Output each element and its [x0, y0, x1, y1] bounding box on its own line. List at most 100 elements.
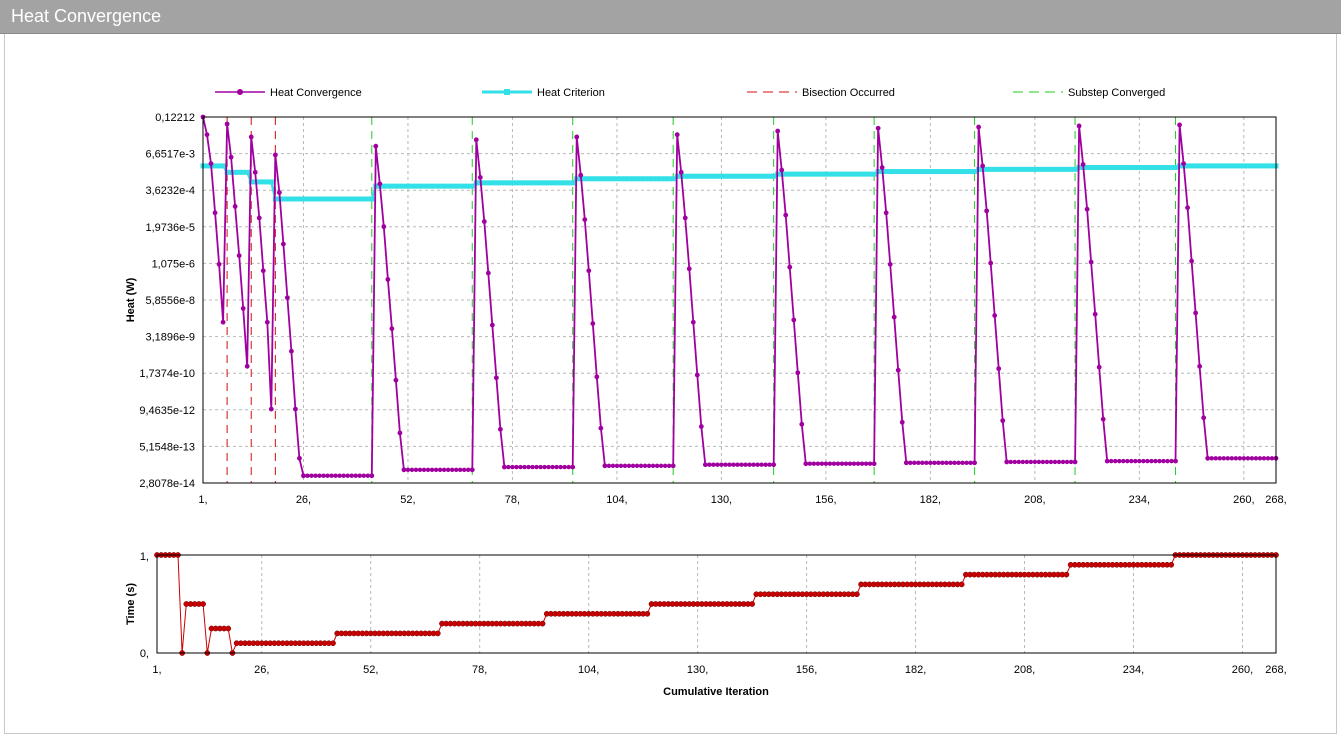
heat-convergence-point	[819, 461, 825, 466]
heat-criterion-point	[538, 180, 544, 186]
heat-criterion-point	[1261, 163, 1267, 169]
heat-convergence-point	[940, 460, 945, 465]
heat-convergence-point	[497, 426, 503, 432]
heat-criterion-point	[1108, 165, 1114, 171]
heat-criterion-point	[807, 171, 813, 177]
heat-criterion-point	[329, 196, 335, 202]
heat-convergence-point	[924, 460, 929, 465]
heat-criterion-point	[216, 163, 222, 169]
heat-criterion-point	[992, 166, 998, 172]
heat-convergence-point	[916, 460, 921, 465]
heat-convergence-point	[550, 464, 555, 470]
heat-convergence-point	[891, 314, 897, 320]
x-tick-label: 182,	[920, 494, 941, 506]
heat-convergence-point	[1068, 459, 1074, 465]
heat-criterion-point	[718, 173, 724, 179]
x-tick-label: 208,	[1014, 664, 1035, 676]
heat-convergence-point	[944, 460, 949, 465]
heat-convergence-point	[1221, 456, 1226, 461]
heat-criterion-point	[256, 179, 262, 185]
heat-convergence-point	[1153, 458, 1158, 464]
heat-criterion-point	[783, 171, 789, 177]
heat-criterion-point	[694, 173, 700, 179]
heat-convergence-point	[1137, 458, 1142, 464]
heat-criterion-point	[1052, 166, 1058, 172]
heat-criterion-point	[747, 173, 753, 179]
heat-criterion-point	[795, 171, 801, 177]
heat-criterion-point	[570, 180, 576, 186]
heat-convergence-point	[1157, 458, 1162, 464]
heat-convergence-point	[449, 467, 455, 473]
heat-criterion-point	[501, 180, 507, 186]
heat-criterion-point	[759, 173, 765, 179]
heat-convergence-point	[594, 374, 600, 380]
heat-convergence-point	[815, 461, 821, 466]
heat-convergence-point	[855, 461, 861, 466]
heat-convergence-point	[996, 366, 1002, 372]
heat-convergence-point	[1125, 458, 1130, 464]
heat-convergence-point	[256, 215, 262, 221]
heat-convergence-point	[992, 313, 998, 318]
heat-convergence-point	[642, 463, 648, 469]
heat-criterion-point	[313, 196, 319, 202]
heat-criterion-point	[650, 176, 656, 182]
heat-convergence-point	[867, 461, 873, 466]
heat-criterion-point	[1237, 163, 1243, 169]
heat-convergence-point	[803, 461, 809, 467]
heat-criterion-point	[526, 180, 532, 186]
heat-convergence-point	[526, 464, 531, 470]
x-tick-label: 234,	[1129, 494, 1150, 506]
heat-criterion-point	[1189, 163, 1195, 169]
heat-criterion-point	[1197, 163, 1203, 169]
x-tick-label: 260,	[1232, 664, 1253, 676]
heat-criterion-point	[1229, 163, 1235, 169]
heat-convergence-point	[723, 462, 728, 467]
heat-criterion-point	[907, 169, 913, 175]
heat-convergence-point	[268, 406, 274, 412]
heat-convergence-point	[823, 461, 829, 466]
heat-convergence-point	[1000, 418, 1006, 424]
heat-criterion-point	[457, 183, 463, 189]
heat-criterion-point	[385, 183, 391, 189]
heat-convergence-point	[425, 467, 431, 473]
heat-convergence-point	[433, 467, 439, 473]
heat-criterion-point	[264, 179, 270, 185]
legend-label: Bisection Occurred	[802, 87, 895, 99]
heat-convergence-point	[1169, 458, 1174, 464]
heat-convergence-point	[574, 134, 580, 140]
x-tick-label: 26,	[254, 664, 269, 676]
heat-criterion-point	[935, 169, 941, 175]
heat-convergence-point	[1076, 123, 1082, 129]
heat-criterion-point	[743, 173, 749, 179]
heat-criterion-point	[1164, 165, 1170, 171]
heat-convergence-point	[779, 167, 785, 173]
heat-convergence-point	[1217, 456, 1222, 461]
heat-criterion-point	[445, 183, 451, 189]
heat-convergence-point	[847, 461, 853, 466]
time-point	[225, 625, 232, 632]
heat-criterion-point	[1217, 163, 1223, 169]
heat-convergence-point	[305, 473, 310, 478]
heat-criterion-point	[240, 169, 246, 175]
heat-convergence-point	[1052, 459, 1058, 465]
heat-convergence-point	[280, 241, 286, 247]
heat-convergence-point	[948, 460, 953, 465]
heat-convergence-point	[859, 461, 865, 466]
x-tick-label: 78,	[505, 494, 520, 506]
heat-criterion-point	[988, 166, 994, 172]
y-tick-label: 5,8556e-8	[145, 295, 195, 307]
heat-convergence-point	[875, 125, 881, 131]
heat-convergence-point	[506, 464, 511, 470]
heat-convergence-point	[341, 473, 346, 478]
heat-convergence-point	[542, 464, 547, 470]
heat-convergence-point	[530, 464, 535, 470]
heat-criterion-point	[321, 196, 327, 202]
heat-criterion-point	[1084, 165, 1090, 171]
heat-convergence-point	[453, 467, 459, 473]
heat-convergence-point	[799, 421, 805, 427]
heat-convergence-point	[626, 463, 632, 469]
heat-convergence-point	[562, 464, 567, 470]
heat-criterion-point	[698, 173, 704, 179]
heat-criterion-point	[304, 196, 310, 202]
heat-criterion-point	[1112, 165, 1118, 171]
